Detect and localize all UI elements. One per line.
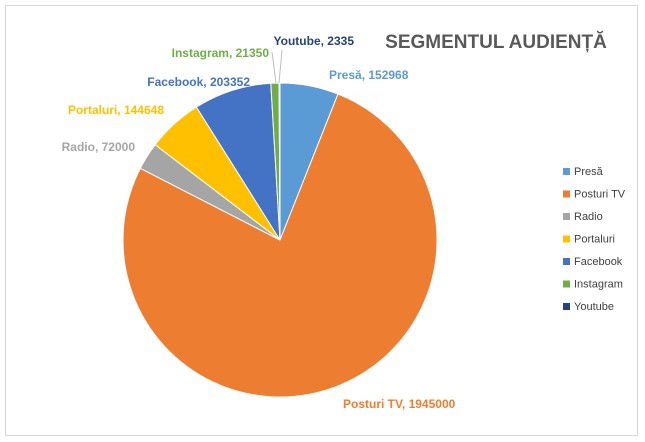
legend-swatch <box>563 258 570 265</box>
legend-swatch <box>563 235 570 243</box>
legend-label: Presă <box>574 166 604 178</box>
data-label: Instagram, 21350 <box>172 46 270 60</box>
legend-swatch <box>563 303 570 310</box>
legend-swatch <box>563 168 570 175</box>
legend-label: Posturi TV <box>574 189 626 201</box>
leader-line <box>271 51 277 84</box>
pie-slice-posturi-tv <box>122 93 438 398</box>
data-label: Radio, 72000 <box>62 140 136 154</box>
legend-swatch <box>563 213 570 220</box>
data-label: Youtube, 2335 <box>274 34 355 48</box>
legend-label: Portaluri <box>574 234 615 246</box>
legend-label: Radio <box>574 211 603 223</box>
data-label: Facebook, 203352 <box>147 75 250 89</box>
legend-swatch <box>563 190 570 198</box>
legend-label: Facebook <box>574 256 623 268</box>
legend: Presă Posturi TV Radio Portaluri Facebook Ins… <box>563 166 626 313</box>
legend-swatch <box>563 280 570 288</box>
chart-title: SEGMENTUL AUDIENȚĂ <box>385 31 607 53</box>
legend-label: Youtube <box>574 301 614 313</box>
data-label: Presă, 152968 <box>329 68 409 82</box>
data-label: Posturi TV, 1945000 <box>343 397 456 411</box>
data-label: Portaluri, 144648 <box>68 103 164 117</box>
legend-label: Instagram <box>574 279 623 291</box>
leader-line <box>278 49 283 84</box>
